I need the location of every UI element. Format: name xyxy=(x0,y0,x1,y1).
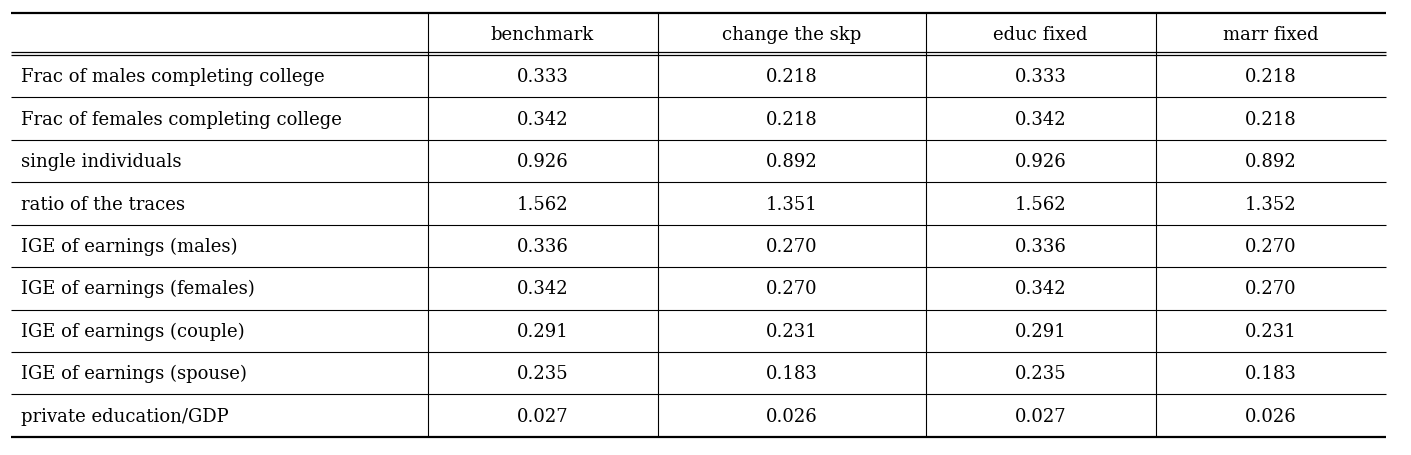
Text: 0.026: 0.026 xyxy=(1245,407,1297,425)
Text: 0.333: 0.333 xyxy=(1015,68,1067,86)
Text: private education/GDP: private education/GDP xyxy=(21,407,229,425)
Text: 0.291: 0.291 xyxy=(1015,322,1067,340)
Text: 0.270: 0.270 xyxy=(1245,238,1297,255)
Text: 1.562: 1.562 xyxy=(516,195,569,213)
Text: 0.231: 0.231 xyxy=(766,322,817,340)
Text: IGE of earnings (males): IGE of earnings (males) xyxy=(21,237,237,256)
Text: 0.235: 0.235 xyxy=(1015,364,1067,382)
Text: 0.892: 0.892 xyxy=(766,153,817,171)
Text: 0.342: 0.342 xyxy=(1015,111,1067,128)
Text: 1.352: 1.352 xyxy=(1245,195,1297,213)
Text: ratio of the traces: ratio of the traces xyxy=(21,195,185,213)
Text: IGE of earnings (females): IGE of earnings (females) xyxy=(21,279,255,298)
Text: change the skp: change the skp xyxy=(722,26,861,44)
Text: 0.342: 0.342 xyxy=(1015,280,1067,298)
Text: 0.027: 0.027 xyxy=(516,407,569,425)
Text: 0.218: 0.218 xyxy=(1245,111,1297,128)
Text: 0.333: 0.333 xyxy=(516,68,569,86)
Text: 0.270: 0.270 xyxy=(766,238,817,255)
Text: 1.351: 1.351 xyxy=(766,195,817,213)
Text: 0.926: 0.926 xyxy=(516,153,569,171)
Text: 0.235: 0.235 xyxy=(516,364,569,382)
Text: single individuals: single individuals xyxy=(21,153,182,171)
Text: 0.336: 0.336 xyxy=(516,238,569,255)
Text: 0.291: 0.291 xyxy=(516,322,569,340)
Text: 0.926: 0.926 xyxy=(1015,153,1067,171)
Text: 0.183: 0.183 xyxy=(766,364,817,382)
Text: IGE of earnings (couple): IGE of earnings (couple) xyxy=(21,322,244,340)
Text: 0.342: 0.342 xyxy=(516,111,569,128)
Text: Frac of females completing college: Frac of females completing college xyxy=(21,111,341,128)
Text: 0.027: 0.027 xyxy=(1015,407,1067,425)
Text: 0.892: 0.892 xyxy=(1245,153,1297,171)
Text: 0.218: 0.218 xyxy=(766,111,817,128)
Text: 0.026: 0.026 xyxy=(766,407,817,425)
Text: 0.218: 0.218 xyxy=(1245,68,1297,86)
Text: 0.342: 0.342 xyxy=(516,280,569,298)
Text: 0.218: 0.218 xyxy=(766,68,817,86)
Text: 0.231: 0.231 xyxy=(1245,322,1297,340)
Text: marr fixed: marr fixed xyxy=(1223,26,1318,44)
Text: 0.336: 0.336 xyxy=(1015,238,1067,255)
Text: Frac of males completing college: Frac of males completing college xyxy=(21,68,325,86)
Text: IGE of earnings (spouse): IGE of earnings (spouse) xyxy=(21,364,247,383)
Text: 0.183: 0.183 xyxy=(1245,364,1297,382)
Text: benchmark: benchmark xyxy=(491,26,594,44)
Text: 1.562: 1.562 xyxy=(1015,195,1067,213)
Text: 0.270: 0.270 xyxy=(766,280,817,298)
Text: educ fixed: educ fixed xyxy=(993,26,1088,44)
Text: 0.270: 0.270 xyxy=(1245,280,1297,298)
